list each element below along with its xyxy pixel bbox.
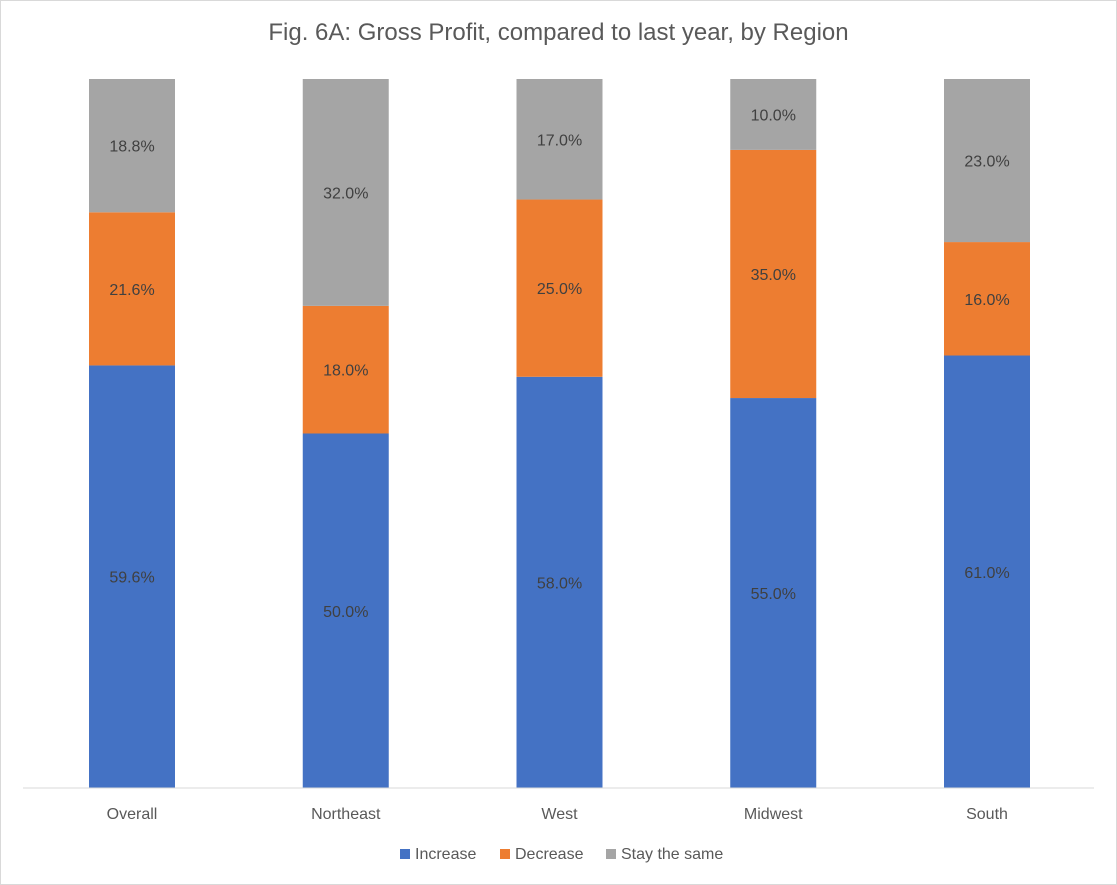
x-tick-label-overall: Overall (107, 806, 158, 823)
data-label-increase-west: 58.0% (537, 575, 582, 592)
bar-increase-west (516, 376, 603, 788)
legend: Increase Decrease Stay the same (400, 846, 723, 863)
bar-increase-south (944, 355, 1030, 788)
data-label-stay-the-same-overall: 18.8% (109, 139, 154, 156)
bar-increase-northeast (302, 433, 389, 788)
legend-label-stay-the-same: Stay the same (621, 846, 723, 863)
data-label-stay-the-same-midwest: 10.0% (751, 107, 796, 124)
bar-decrease-south (944, 242, 1030, 356)
bar-stay-the-same-south (944, 79, 1030, 243)
legend-label-increase: Increase (415, 846, 476, 863)
bar-increase-midwest (730, 398, 817, 788)
bar-decrease-midwest (730, 149, 817, 399)
legend-swatch-increase (400, 849, 410, 859)
data-label-decrease-overall: 21.6% (109, 282, 154, 299)
data-label-stay-the-same-west: 17.0% (537, 132, 582, 149)
x-tick-label-midwest: Midwest (744, 806, 803, 823)
bar-decrease-overall (89, 212, 175, 366)
data-label-increase-midwest: 55.0% (751, 586, 796, 603)
legend-label-decrease: Decrease (515, 846, 584, 863)
bar-stay-the-same-west (516, 79, 603, 200)
labels-layer: 59.6% 21.6% 18.8% Overall 50.0% 18.0% 32.0% Nor… (107, 107, 1010, 823)
legend-swatch-stay-the-same (606, 849, 616, 859)
data-label-stay-the-same-south: 23.0% (964, 154, 1009, 171)
data-label-stay-the-same-northeast: 32.0% (323, 185, 368, 202)
bar-stay-the-same-midwest (730, 79, 817, 150)
bar-stay-the-same-overall (89, 79, 175, 213)
bar-stay-the-same-northeast (302, 79, 389, 306)
legend-swatch-decrease (500, 849, 510, 859)
bar-increase-overall (89, 365, 175, 788)
bar-decrease-west (516, 199, 603, 377)
x-tick-label-south: South (966, 806, 1008, 823)
bars-layer (89, 79, 1030, 788)
chart-title: Fig. 6A: Gross Profit, compared to last … (268, 19, 849, 46)
data-label-decrease-northeast: 18.0% (323, 363, 368, 380)
data-label-decrease-midwest: 35.0% (751, 267, 796, 284)
data-label-increase-south: 61.0% (964, 565, 1009, 582)
data-label-decrease-west: 25.0% (537, 281, 582, 298)
x-tick-label-west: West (541, 806, 578, 823)
data-label-increase-northeast: 50.0% (323, 604, 368, 621)
data-label-decrease-south: 16.0% (964, 292, 1009, 309)
bar-decrease-northeast (302, 305, 389, 434)
x-tick-label-northeast: Northeast (311, 806, 381, 823)
data-label-increase-overall: 59.6% (109, 570, 154, 587)
